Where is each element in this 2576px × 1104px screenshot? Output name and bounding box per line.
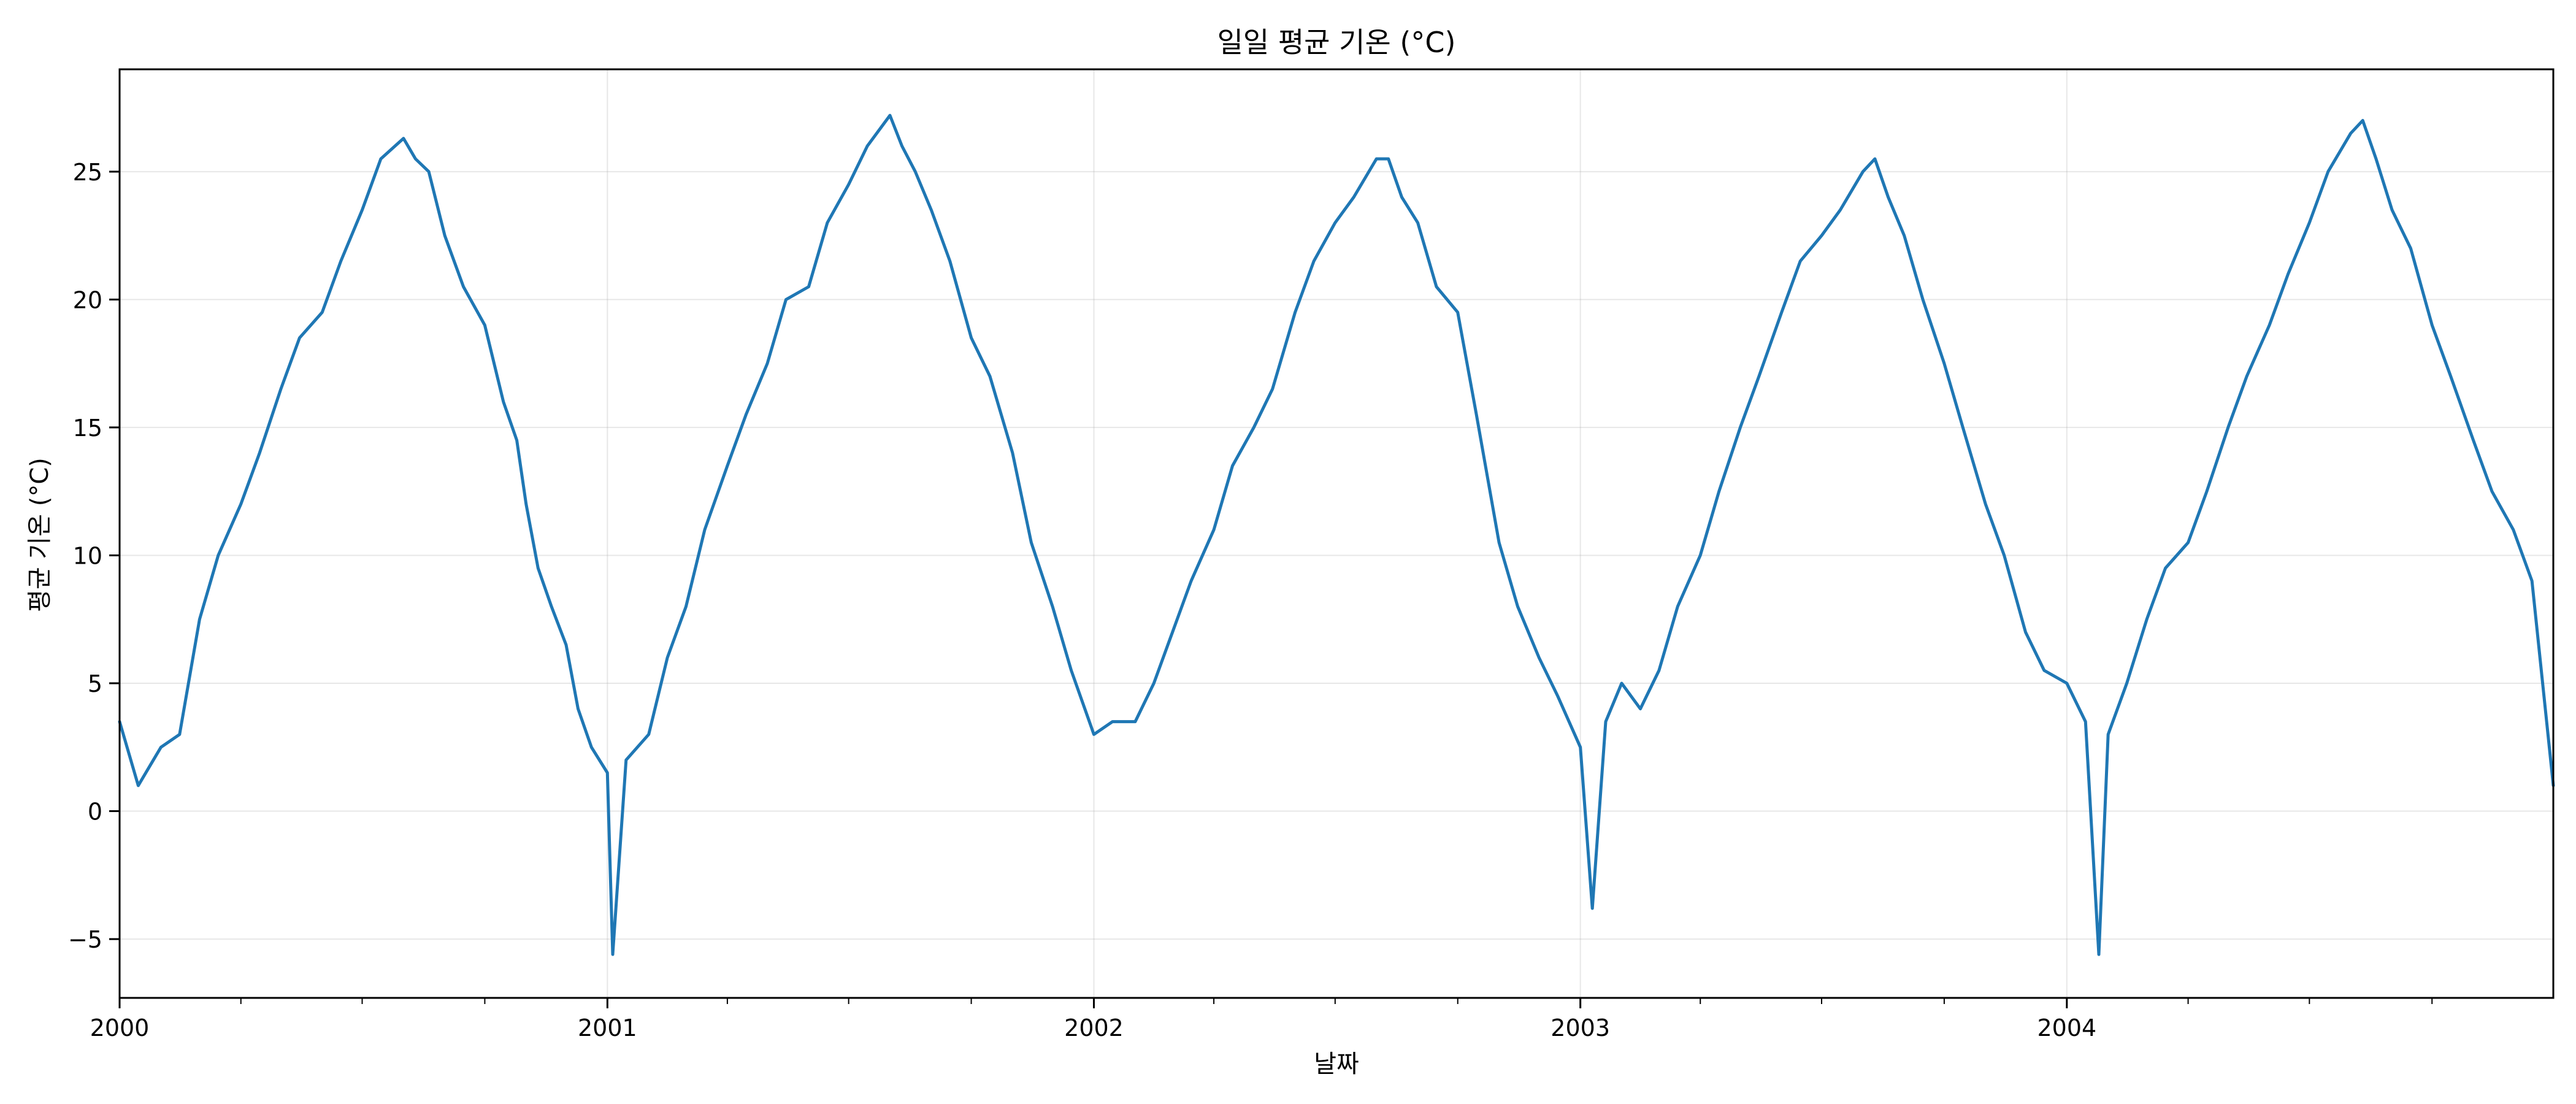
- y-tick-label: 0: [88, 799, 102, 826]
- x-tick-label: 2003: [1551, 1014, 1610, 1041]
- y-axis: −5 0 5 10 15 20 25: [68, 159, 120, 953]
- gridlines: [120, 69, 2553, 998]
- y-axis-label: 평균 기온 (°C): [26, 458, 54, 612]
- x-tick-label: 2004: [2037, 1014, 2096, 1041]
- y-tick-label: 10: [73, 542, 102, 569]
- y-tick-label: 5: [88, 670, 102, 697]
- series-group: [118, 113, 2555, 956]
- x-tick-label: 2001: [578, 1014, 637, 1041]
- y-tick-label: 15: [73, 415, 102, 442]
- x-axis: 2000 2001 2002 2003 2004: [90, 998, 2433, 1041]
- series-line: [118, 113, 2555, 956]
- y-tick-label: −5: [68, 926, 102, 953]
- plot-frame: [118, 68, 2555, 999]
- y-tick-label: 25: [73, 159, 102, 186]
- x-tick-label: 2002: [1064, 1014, 1124, 1041]
- x-tick-label: 2000: [90, 1014, 150, 1041]
- x-axis-label: 날짜: [1314, 1050, 1359, 1078]
- chart-title: 일일 평균 기온 (°C): [1217, 26, 1456, 59]
- y-tick-label: 20: [73, 286, 102, 313]
